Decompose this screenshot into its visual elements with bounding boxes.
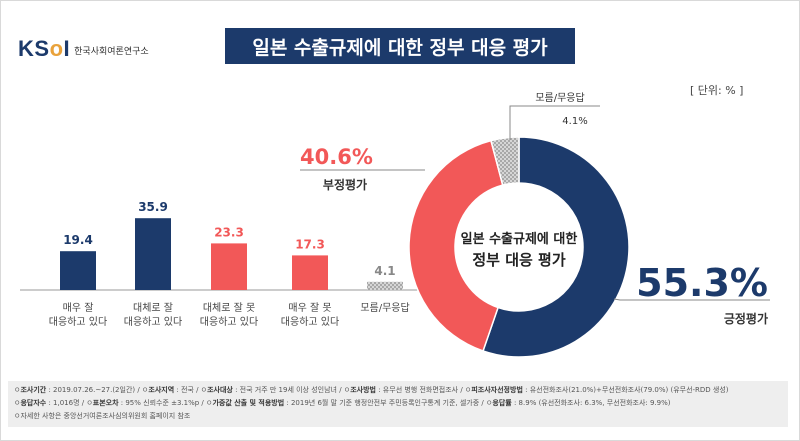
unknown-value-label: 4.1% (562, 116, 587, 127)
bar-category-label: 매우 잘 (63, 302, 94, 314)
footnote-item: / ㅇ표본오차 : 95% 신뢰수준 ±3.1%p (79, 399, 200, 407)
footnote-row: ㅇ자세한 사항은 중앙선거여론조사심의위원회 홈페이지 참조 (14, 410, 782, 423)
footnote-value: : 유무선 병행 전화면접조사 (376, 386, 459, 394)
bar-value-label: 19.4 (63, 233, 93, 247)
footnote-key: 응답률 (492, 399, 512, 407)
footnote-row: ㅇ응답자수 : 1,016명 / ㅇ표본오차 : 95% 신뢰수준 ±3.1%p… (14, 397, 782, 410)
logo: KSoI 한국사회여론연구소 (18, 38, 149, 60)
footnote-value: : 1,016명 (46, 399, 80, 407)
bar-value-label: 23.3 (214, 225, 244, 239)
footnote-value: : 2019년 6월 말 기준 행정안전부 주민등록인구통계 기준, 셀가중 (284, 399, 480, 407)
footnote-key: 가중값 산출 및 적용방법 (212, 399, 285, 407)
footnote-value: : 8.9% (유선전화조사: 6.3%, 무선전화조사: 9.9%) (511, 399, 671, 407)
footnote-item: / ㅇ조사지역 : 전국 (135, 386, 194, 394)
bar-category-label: 대응하고 있다 (281, 315, 339, 328)
footnote-value: : 전국 거주 만 19세 이상 성인남녀 (232, 386, 337, 394)
footnote-key: 조사기간 (20, 386, 47, 394)
footnote-key: 조사대상 (207, 386, 233, 394)
leader-line-unknown (509, 105, 600, 140)
footnote-item: ㅇ응답자수 : 1,016명 (14, 399, 80, 407)
survey-footnote: ㅇ조사기간 : 2019.07.26.~27.(2일간) / ㅇ조사지역 : 전… (8, 381, 788, 427)
bar-category-label: 대응하고 있다 (124, 315, 182, 328)
footnote-key: 응답자수 (20, 399, 47, 407)
donut-slice-1 (482, 136, 630, 358)
bar-category-label: 매우 잘 못 (288, 302, 331, 314)
unknown-category-label: 모름/무응답 (535, 92, 584, 104)
footnote-row: ㅇ조사기간 : 2019.07.26.~27.(2일간) / ㅇ조사지역 : 전… (14, 384, 782, 397)
bar-value-label: 17.3 (295, 237, 325, 251)
footnote-item: ㅇ조사기간 : 2019.07.26.~27.(2일간) (14, 386, 136, 394)
footnote-item: / ㅇ피조사자선정방법 : 유선전화조사(21.0%)+무선전화조사(79.0%… (458, 386, 729, 394)
bar-3 (211, 243, 247, 290)
bar-2 (135, 218, 171, 290)
footnote-item: / ㅇ응답률 : 8.9% (유선전화조사: 6.3%, 무선전화조사: 9.9… (479, 399, 671, 407)
unit-label: [ 단위: % ] (690, 84, 744, 97)
bar-value-label: 4.1 (374, 264, 395, 278)
bar-5 (367, 281, 403, 290)
positive-value-label: 55.3% (636, 261, 768, 305)
donut-slice-2 (408, 139, 504, 352)
donut-slice-3 (490, 136, 520, 187)
footnote-value: : 전국 (174, 386, 194, 394)
footnote-item: / ㅇ가중값 산출 및 적용방법 : 2019년 6월 말 기준 행정안전부 주… (199, 399, 480, 407)
footnote-value: 자세한 사항은 중앙선거여론조사심의위원회 홈페이지 참조 (20, 412, 191, 420)
leader-line-positive (613, 298, 770, 301)
footnote-item: ㅇ자세한 사항은 중앙선거여론조사심의위원회 홈페이지 참조 (14, 412, 191, 420)
footnote-key: 조사방법 (350, 386, 376, 394)
bar-category-label: 대응하고 있다 (49, 315, 107, 328)
footnote-value: : 유선전화조사(21.0%)+무선전화조사(79.0%) (유무선-RDD 생… (522, 386, 729, 394)
bar-4 (292, 255, 328, 290)
bar-category-label: 모름/무응답 (360, 302, 409, 314)
negative-category-label: 부정평가 (323, 177, 367, 192)
logo-mark: KSoI (18, 36, 71, 61)
footnote-item: / ㅇ조사대상 : 전국 거주 만 19세 이상 성인남녀 (193, 386, 337, 394)
footnote-value: : 95% 신뢰수준 ±3.1%p (118, 399, 200, 407)
donut-center-label-line1: 일본 수출규제에 대한 (461, 231, 578, 247)
footnote-value: : 2019.07.26.~27.(2일간) (46, 386, 136, 394)
footnote-key: 표본오차 (92, 399, 119, 407)
page-title: 일본 수출규제에 대한 정부 대응 평가 (225, 28, 575, 64)
footnote-item: / ㅇ조사방법 : 유무선 병행 전화면접조사 (336, 386, 459, 394)
bar-category-label: 대체로 잘 (133, 302, 173, 314)
bar-category-label: 대체로 잘 못 (203, 302, 255, 314)
bar-1 (60, 251, 96, 290)
positive-category-label: 긍정평가 (724, 311, 768, 326)
bar-category-label: 대응하고 있다 (200, 315, 258, 328)
footnote-key: 조사지역 (148, 386, 175, 394)
bar-value-label: 35.9 (138, 200, 168, 214)
org-name: 한국사회여론연구소 (74, 47, 149, 57)
footnote-key: 피조사자선정방법 (471, 386, 523, 394)
negative-value-label: 40.6% (300, 145, 373, 169)
donut-center-label-line2: 정부 대응 평가 (472, 251, 565, 269)
